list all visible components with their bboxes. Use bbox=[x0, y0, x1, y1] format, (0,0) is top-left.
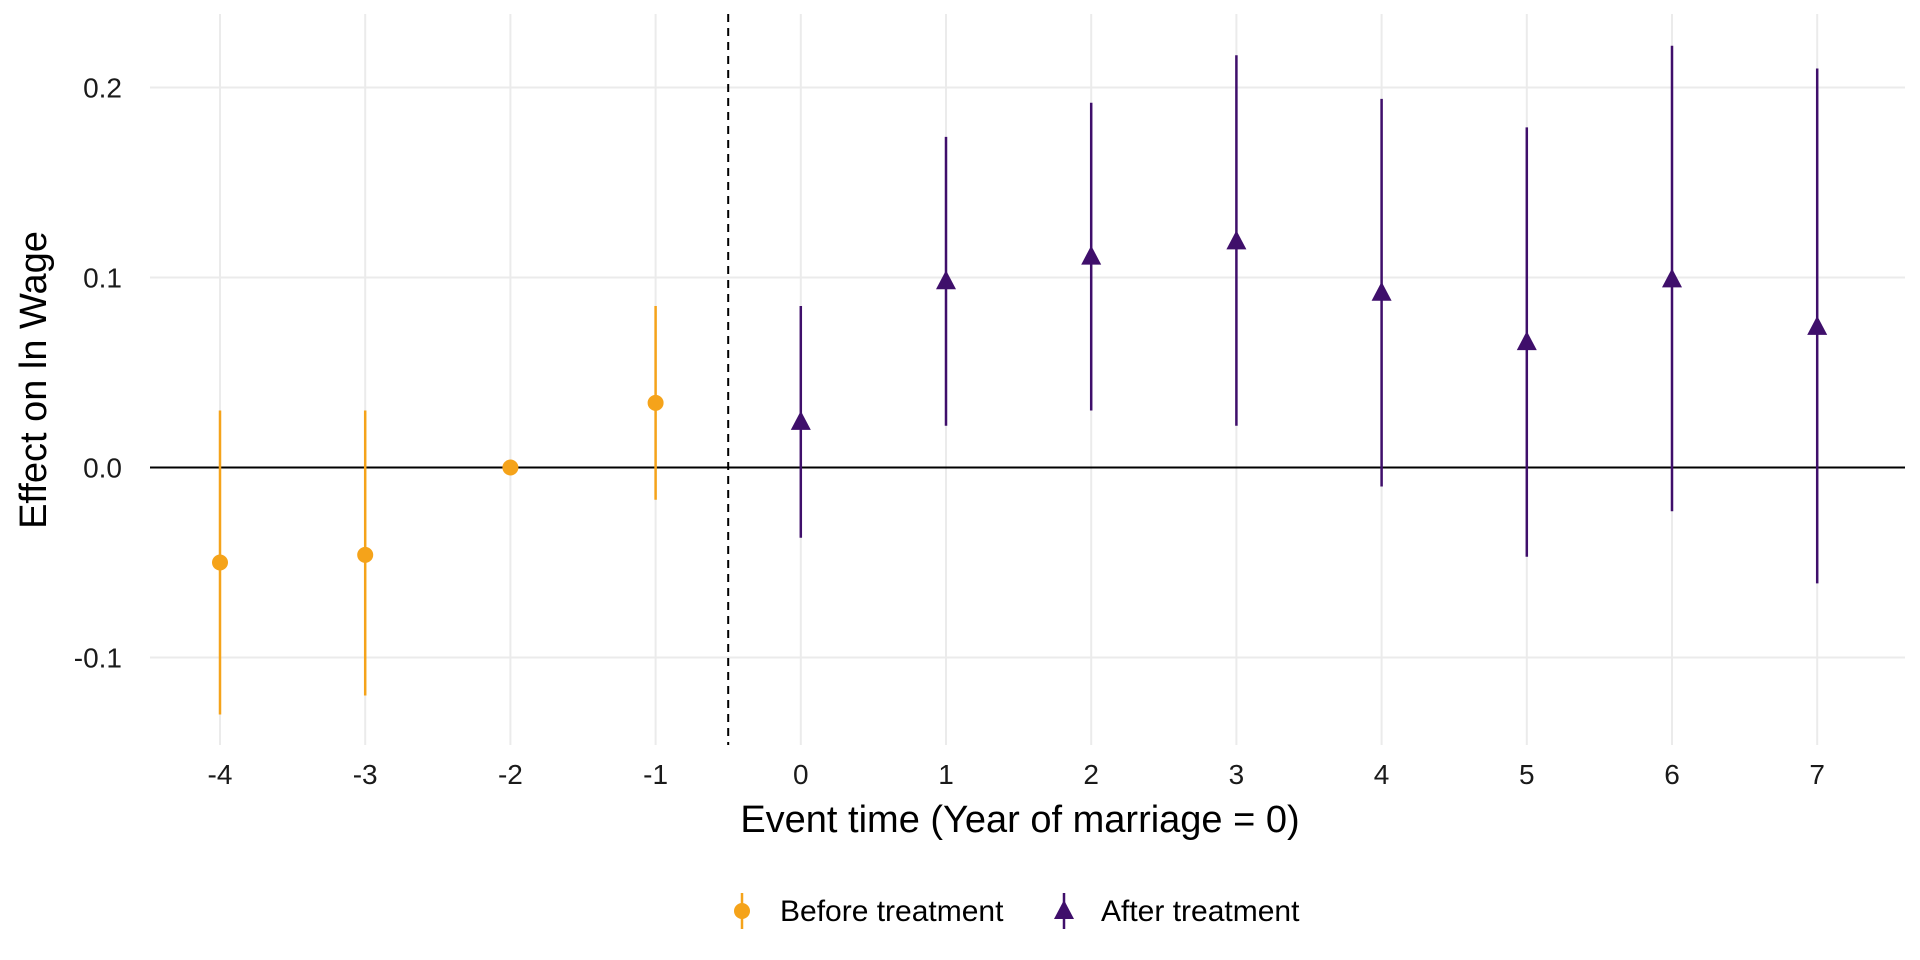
point-after-treatment bbox=[1516, 331, 1537, 351]
legend-key-before-treatment bbox=[734, 893, 750, 929]
legend-label-after-treatment: After treatment bbox=[1101, 895, 1300, 928]
y-tick-label: 0.0 bbox=[83, 453, 122, 484]
x-tick-label: -4 bbox=[208, 759, 233, 790]
point-after-treatment bbox=[790, 410, 811, 430]
legend-item-before-treatment: Before treatment bbox=[734, 893, 1004, 929]
data-marks bbox=[212, 45, 1828, 715]
legend: Before treatment After treatment bbox=[734, 893, 1300, 929]
x-tick-label: 0 bbox=[793, 759, 809, 790]
x-tick-label: 5 bbox=[1519, 759, 1535, 790]
x-tick-label: 1 bbox=[938, 759, 954, 790]
point-after-treatment bbox=[1807, 315, 1828, 335]
x-axis-title: Event time (Year of marriage = 0) bbox=[740, 799, 1299, 841]
point-before-treatment bbox=[647, 394, 664, 411]
x-tick-label: 6 bbox=[1664, 759, 1680, 790]
y-tick-label: 0.1 bbox=[83, 263, 122, 294]
legend-item-after-treatment: After treatment bbox=[1054, 893, 1300, 929]
y-tick-label: 0.2 bbox=[83, 73, 122, 104]
x-tick-label: 7 bbox=[1809, 759, 1825, 790]
point-before-treatment bbox=[212, 554, 228, 571]
tick-labels: -4 -3 -2 -1 0 1 2 3 4 5 6 7 -0.1 0.0 0.1 0.2 bbox=[74, 73, 1825, 791]
point-after-treatment bbox=[1371, 281, 1392, 301]
point-after-treatment bbox=[1226, 230, 1247, 250]
legend-marker-before-treatment bbox=[734, 903, 750, 919]
x-tick-label: 2 bbox=[1083, 759, 1099, 790]
point-after-treatment bbox=[1081, 245, 1102, 265]
x-tick-label: -2 bbox=[498, 759, 523, 790]
point-before-treatment bbox=[357, 546, 374, 563]
legend-marker-after-treatment bbox=[1054, 900, 1074, 919]
legend-label-before-treatment: Before treatment bbox=[780, 895, 1004, 928]
legend-key-after-treatment bbox=[1054, 893, 1074, 929]
x-tick-label: -3 bbox=[353, 759, 378, 790]
reference-lines bbox=[150, 14, 1905, 745]
y-axis-title: Effect on ln Wage bbox=[13, 231, 55, 529]
grid-lines bbox=[150, 14, 1905, 745]
x-tick-label: -1 bbox=[643, 759, 668, 790]
x-tick-label: 4 bbox=[1374, 759, 1390, 790]
x-tick-label: 3 bbox=[1229, 759, 1245, 790]
point-after-treatment bbox=[936, 270, 956, 290]
y-tick-label: -0.1 bbox=[74, 643, 122, 674]
point-before-treatment bbox=[502, 459, 519, 476]
point-after-treatment bbox=[1662, 268, 1682, 288]
